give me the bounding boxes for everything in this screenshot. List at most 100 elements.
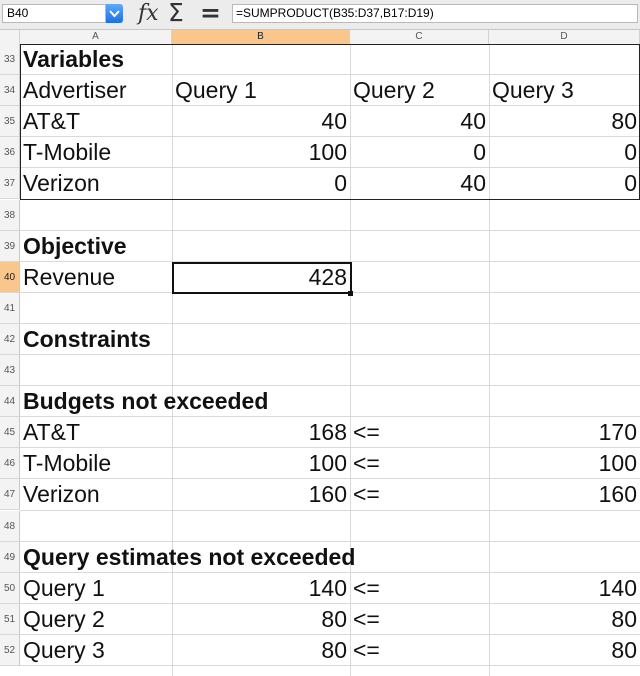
cell-a36[interactable]: T-Mobile bbox=[23, 139, 112, 166]
cell-b52[interactable]: 80 bbox=[321, 636, 347, 663]
column-header-c[interactable]: C bbox=[350, 30, 489, 44]
cell-a47[interactable]: Verizon bbox=[23, 481, 100, 508]
cell-c39[interactable] bbox=[350, 231, 489, 262]
row-header-41[interactable]: 41 bbox=[0, 292, 20, 324]
cell-c43[interactable] bbox=[350, 355, 489, 386]
row-header-49[interactable]: 49 bbox=[0, 541, 20, 573]
cell-a52[interactable]: Query 3 bbox=[23, 636, 105, 663]
cell-a33[interactable]: Variables bbox=[23, 46, 125, 73]
row-header-39[interactable]: 39 bbox=[0, 230, 20, 262]
row-header-50[interactable]: 50 bbox=[0, 572, 20, 604]
row-header-45[interactable]: 45 bbox=[0, 417, 20, 449]
cell-c40[interactable] bbox=[350, 262, 489, 293]
cell-c41[interactable] bbox=[350, 293, 489, 324]
cell-d47[interactable]: 160 bbox=[598, 481, 637, 508]
row-header-46[interactable]: 46 bbox=[0, 448, 20, 480]
cell-d37[interactable]: 0 bbox=[624, 170, 637, 197]
cell-c44[interactable] bbox=[350, 386, 489, 417]
cell-d41[interactable] bbox=[489, 293, 640, 324]
cell-a50[interactable]: Query 1 bbox=[23, 574, 105, 601]
cell-a42[interactable]: Constraints bbox=[23, 325, 151, 352]
cell-b37[interactable]: 0 bbox=[334, 170, 347, 197]
cell-a41[interactable] bbox=[20, 293, 172, 324]
cell-a38[interactable] bbox=[20, 200, 172, 231]
cell-b45[interactable]: 168 bbox=[308, 419, 347, 446]
cell-c33[interactable] bbox=[350, 44, 489, 75]
column-header-d[interactable]: D bbox=[489, 30, 640, 44]
cell-b43[interactable] bbox=[172, 355, 350, 386]
cell-b48[interactable] bbox=[172, 511, 350, 542]
cell-b41[interactable] bbox=[172, 293, 350, 324]
row-header-34[interactable]: 34 bbox=[0, 75, 20, 107]
row-header-47[interactable]: 47 bbox=[0, 479, 20, 511]
cell-c36[interactable]: 0 bbox=[473, 139, 486, 166]
select-all-corner[interactable] bbox=[0, 30, 20, 44]
cell-b49[interactable] bbox=[172, 542, 350, 573]
cell-c38[interactable] bbox=[350, 200, 489, 231]
equals-icon[interactable]: = bbox=[200, 0, 221, 27]
formula-input[interactable]: =SUMPRODUCT(B35:D37,B17:D19) bbox=[232, 4, 638, 23]
cell-d35[interactable]: 80 bbox=[611, 108, 637, 135]
cell-a48[interactable] bbox=[20, 511, 172, 542]
cell-a39[interactable]: Objective bbox=[23, 232, 127, 259]
cell-a45[interactable]: AT&T bbox=[23, 419, 81, 446]
row-header-44[interactable]: 44 bbox=[0, 386, 20, 418]
cell-c48[interactable] bbox=[350, 511, 489, 542]
row-header-37[interactable]: 37 bbox=[0, 168, 20, 200]
cell-c42[interactable] bbox=[350, 324, 489, 355]
cell-d50[interactable]: 140 bbox=[598, 574, 637, 601]
cell-d51[interactable]: 80 bbox=[611, 605, 637, 632]
cell-b33[interactable] bbox=[172, 44, 350, 75]
cell-d43[interactable] bbox=[489, 355, 640, 386]
name-box-dropdown-button[interactable] bbox=[106, 4, 123, 23]
cell-d33[interactable] bbox=[489, 44, 640, 75]
cell-a43[interactable] bbox=[20, 355, 172, 386]
cell-d40[interactable] bbox=[489, 262, 640, 293]
cell-d48[interactable] bbox=[489, 511, 640, 542]
cell-d46[interactable]: 100 bbox=[598, 450, 637, 477]
sigma-icon[interactable]: Σ bbox=[168, 0, 184, 27]
cell-b44[interactable] bbox=[172, 386, 350, 417]
cell-b36[interactable]: 100 bbox=[308, 139, 347, 166]
cell-d36[interactable]: 0 bbox=[624, 139, 637, 166]
cell-b51[interactable]: 80 bbox=[321, 605, 347, 632]
cell-a46[interactable]: T-Mobile bbox=[23, 450, 112, 477]
cell-c52[interactable]: <= bbox=[353, 636, 380, 663]
cell-a37[interactable]: Verizon bbox=[23, 170, 100, 197]
cell-d39[interactable] bbox=[489, 231, 640, 262]
row-header-36[interactable]: 36 bbox=[0, 137, 20, 169]
column-header-a[interactable]: A bbox=[20, 30, 172, 44]
cell-d34[interactable]: Query 3 bbox=[492, 77, 574, 104]
fx-icon[interactable]: 𝑓x bbox=[138, 1, 159, 26]
row-header-43[interactable]: 43 bbox=[0, 355, 20, 387]
cell-b42[interactable] bbox=[172, 324, 350, 355]
cell-d42[interactable] bbox=[489, 324, 640, 355]
cell-d49[interactable] bbox=[489, 542, 640, 573]
cell-c47[interactable]: <= bbox=[353, 481, 380, 508]
fill-handle[interactable] bbox=[348, 290, 353, 296]
cell-a40[interactable]: Revenue bbox=[23, 263, 116, 290]
cell-b38[interactable] bbox=[172, 200, 350, 231]
cell-a44[interactable]: Budgets not exceeded bbox=[23, 388, 269, 415]
row-header-52[interactable]: 52 bbox=[0, 634, 20, 666]
cell-a35[interactable]: AT&T bbox=[23, 108, 81, 135]
row-header-42[interactable]: 42 bbox=[0, 323, 20, 355]
cell-a51[interactable]: Query 2 bbox=[23, 605, 105, 632]
cell-c37[interactable]: 40 bbox=[460, 170, 486, 197]
cell-d44[interactable] bbox=[489, 386, 640, 417]
name-box[interactable]: B40 bbox=[2, 4, 106, 23]
row-header-40[interactable]: 40 bbox=[0, 261, 20, 293]
cell-d52[interactable]: 80 bbox=[611, 636, 637, 663]
cell-c34[interactable]: Query 2 bbox=[353, 77, 435, 104]
cell-c45[interactable]: <= bbox=[353, 419, 380, 446]
row-header-51[interactable]: 51 bbox=[0, 603, 20, 635]
row-header-48[interactable]: 48 bbox=[0, 510, 20, 542]
cell-b46[interactable]: 100 bbox=[308, 450, 347, 477]
cell-b35[interactable]: 40 bbox=[321, 108, 347, 135]
row-header-35[interactable]: 35 bbox=[0, 106, 20, 138]
row-header-33[interactable]: 33 bbox=[0, 44, 20, 76]
cell-b34[interactable]: Query 1 bbox=[175, 77, 257, 104]
cell-c51[interactable]: <= bbox=[353, 605, 380, 632]
cell-d38[interactable] bbox=[489, 200, 640, 231]
cell-c46[interactable]: <= bbox=[353, 450, 380, 477]
